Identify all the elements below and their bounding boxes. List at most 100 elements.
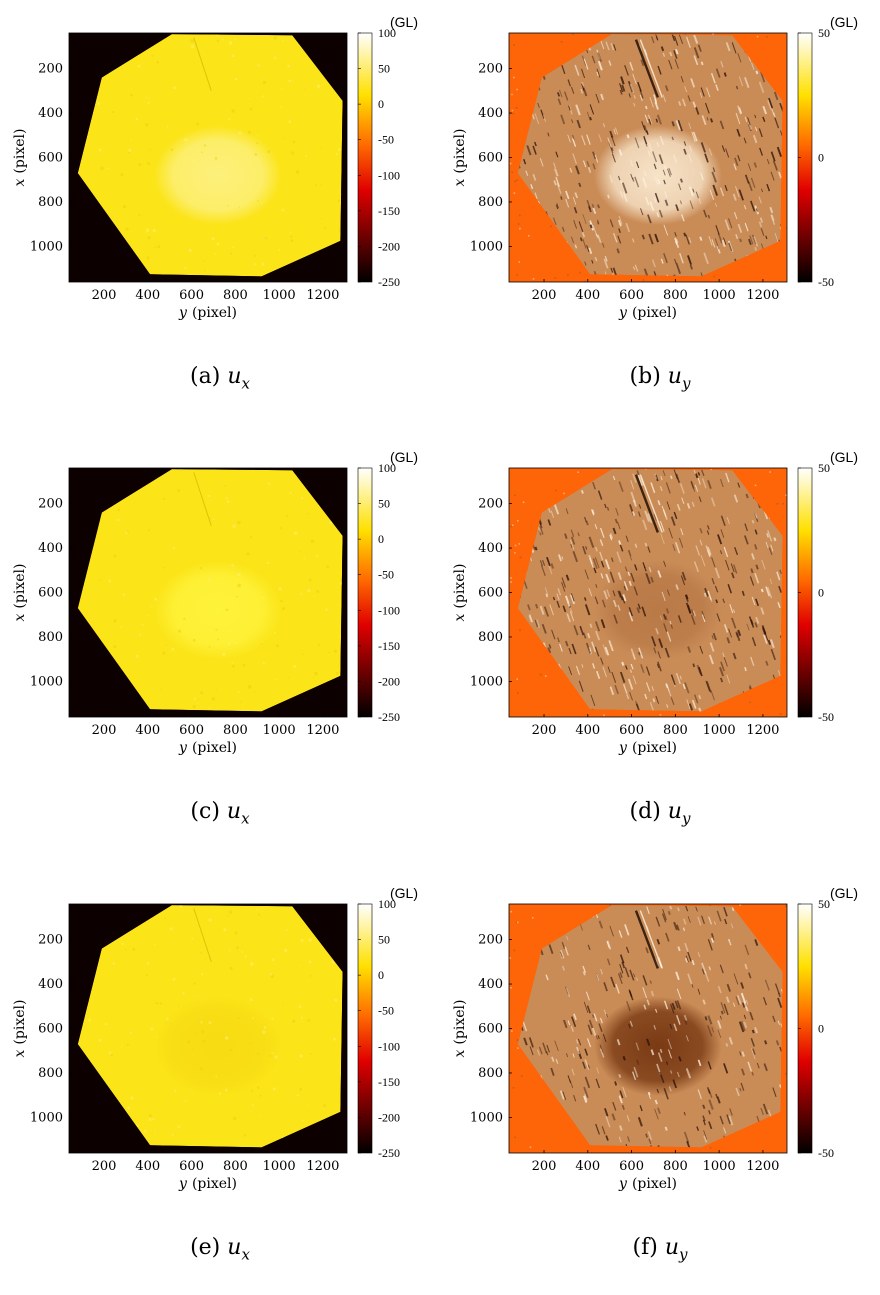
y-tick-label: 1000 [470,1110,503,1125]
y-tick-label: 400 [38,541,63,556]
colorbar-tick-label: 50 [378,62,390,76]
colorbar-unit: (GL) [830,885,858,901]
colorbar-tick-label: -250 [378,710,400,724]
x-tick-label: 600 [179,288,204,303]
colorbar-tick-label: -50 [818,710,834,724]
y-tick-label: 200 [38,62,63,77]
caption-label: (b) [629,364,661,389]
central-feature [593,996,722,1097]
colorbar-tick-label: 50 [378,497,390,511]
colorbar-unit: (GL) [390,449,418,465]
x-tick-label: 600 [179,1159,204,1174]
x-tick-label: 1000 [703,288,736,303]
caption-subscript: x [241,809,250,828]
colorbar-tick-label: 0 [818,586,824,600]
y-tick-label: 800 [478,1066,503,1081]
panel-caption: (c) ux [0,799,440,827]
x-tick-label: 800 [223,288,248,303]
x-tick-label: 600 [179,723,204,738]
y-tick-label: 600 [478,151,503,166]
x-axis-label: y (pixel) [178,1176,237,1192]
x-tick-label: 200 [92,1159,117,1174]
central-feature [593,560,722,661]
colorbar-tick-label: -50 [378,568,394,582]
y-tick-label: 400 [478,106,503,121]
panel-caption: (e) ux [0,1235,440,1263]
colorbar-tick-label: 0 [818,1022,824,1036]
y-axis-label: x(pixel) [12,129,28,187]
displacement-texture [517,34,783,277]
colorbar-tick-label: -150 [378,1075,400,1089]
x-tick-label: 1200 [306,288,339,303]
heatmap-plot-area [509,468,787,717]
colorbar-unit: (GL) [830,449,858,465]
y-tick-label: 400 [478,977,503,992]
panel-c: 200 400 600 800 1000 1200 200 400 600 800 1000 y (pi… [0,435,440,859]
y-tick-label: 600 [38,586,63,601]
colorbar-tick-label: 0 [378,97,384,111]
caption-subscript: x [241,374,250,393]
x-tick-label: 1000 [263,1159,296,1174]
x-tick-label: 1000 [703,723,736,738]
y-tick-label: 800 [38,630,63,645]
y-tick-label: 1000 [470,239,503,254]
x-tick-label: 400 [135,723,160,738]
y-axis-label: x(pixel) [452,564,468,622]
colorbar [357,32,373,283]
caption-label: (f) [632,1235,658,1260]
colorbar-tick-label: -100 [378,168,400,182]
panel-caption: (d) uy [440,799,880,827]
colorbar-tick-label: -200 [378,1110,400,1124]
x-tick-label: 1000 [263,288,296,303]
y-tick-label: 800 [478,630,503,645]
heatmap-plot-area [509,904,787,1153]
y-axis-label: x(pixel) [12,1000,28,1058]
y-tick-label: 200 [38,497,63,512]
y-tick-label: 600 [38,151,63,166]
y-tick-label: 800 [38,195,63,210]
x-tick-label: 800 [663,1159,688,1174]
colorbar [357,903,373,1154]
panel-b: 200 400 600 800 1000 1200 200 400 600 800 1000 y (pi… [440,0,880,424]
x-axis-label: y (pixel) [618,740,677,756]
x-tick-label: 800 [663,723,688,738]
x-tick-label: 800 [223,1159,248,1174]
x-tick-label: 1200 [746,288,779,303]
colorbar-tick-label: 0 [818,151,824,165]
y-tick-label: 1000 [30,674,63,689]
x-tick-label: 800 [223,723,248,738]
caption-label: (c) [190,799,220,824]
colorbar-unit: (GL) [830,14,858,30]
y-tick-label: 200 [478,62,503,77]
x-tick-label: 200 [532,288,557,303]
caption-variable: u [667,364,682,389]
x-axis-label: y (pixel) [618,305,677,321]
x-tick-label: 200 [532,1159,557,1174]
x-tick-label: 800 [663,288,688,303]
panel-d: 200 400 600 800 1000 1200 200 400 600 800 1000 y (pi… [440,435,880,859]
colorbar-tick-label: -50 [818,275,834,289]
y-axis-label: x(pixel) [452,1000,468,1058]
heatmap-plot-area [69,33,347,282]
x-tick-label: 200 [532,723,557,738]
y-tick-label: 200 [38,933,63,948]
y-axis-label: x(pixel) [12,564,28,622]
y-axis-label: x(pixel) [452,129,468,187]
panel-e: 200 400 600 800 1000 1200 200 400 600 800 1000 y (pi… [0,871,440,1295]
colorbar-tick-label: -250 [378,275,400,289]
y-tick-label: 400 [38,106,63,121]
y-tick-label: 200 [478,933,503,948]
colorbar-tick-label: 100 [378,897,396,911]
x-axis-label: y (pixel) [178,305,237,321]
y-tick-label: 600 [478,1022,503,1037]
caption-subscript: y [681,809,691,828]
caption-variable: u [667,799,682,824]
colorbar-tick-label: -200 [378,674,400,688]
colorbar-tick-label: 50 [818,897,830,911]
x-tick-label: 1000 [263,723,296,738]
caption-label: (e) [190,1235,221,1260]
y-tick-label: 400 [478,541,503,556]
